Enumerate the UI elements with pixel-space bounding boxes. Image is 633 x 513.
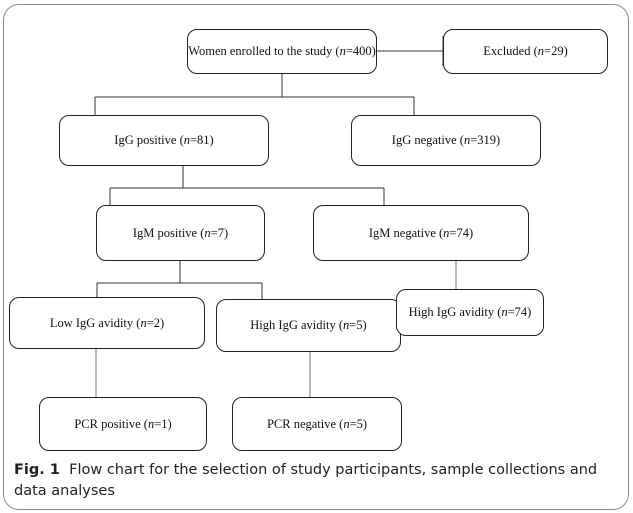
node-low-igg-avidity: Low IgG avidity (n =2) bbox=[9, 297, 205, 349]
node-excluded-label: Excluded ( bbox=[483, 44, 538, 58]
node-igm-positive-label: IgM positive ( bbox=[132, 225, 205, 240]
node-excluded: Excluded (n =29) bbox=[443, 29, 608, 74]
node-women-enrolled-label: Women enrolled to the study ( bbox=[188, 44, 340, 58]
node-women-enrolled: Women enrolled to the study (n =400) bbox=[187, 29, 377, 74]
node-high-igg-avidity-74-label: High IgG avidity ( bbox=[408, 305, 502, 319]
node-pcr-positive-label: PCR positive ( bbox=[74, 416, 148, 431]
node-pcr-positive: PCR positive (n =1) bbox=[39, 397, 207, 451]
node-igg-negative: IgG negative (n =319) bbox=[351, 115, 541, 166]
node-igg-negative-label: IgG negative ( bbox=[391, 133, 464, 147]
node-pcr-negative-label: PCR negative ( bbox=[266, 416, 344, 431]
node-high-igg-avidity-74: High IgG avidity (n =74) bbox=[396, 289, 544, 336]
node-pcr-negative: PCR negative (n =5) bbox=[232, 397, 402, 451]
node-high-igg-avidity: High IgG avidity (n =5) bbox=[216, 299, 401, 352]
figure-caption-text: Flow chart for the selection of study pa… bbox=[14, 462, 598, 499]
node-igg-positive-label: IgG positive ( bbox=[114, 133, 184, 147]
node-high-igg-avidity-label: High IgG avidity ( bbox=[250, 318, 343, 332]
node-igm-negative: IgM negative (n =74) bbox=[313, 205, 529, 261]
figure-caption: Fig. 1 Flow chart for the selection of s… bbox=[14, 460, 614, 502]
node-igm-positive: IgM positive (n =7) bbox=[96, 205, 265, 261]
node-igm-negative-label: IgM negative ( bbox=[368, 225, 444, 240]
node-low-igg-avidity-label: Low IgG avidity ( bbox=[49, 315, 141, 330]
node-igg-positive: IgG positive (n =81) bbox=[59, 115, 269, 166]
figure-label: Fig. 1 bbox=[14, 462, 60, 478]
